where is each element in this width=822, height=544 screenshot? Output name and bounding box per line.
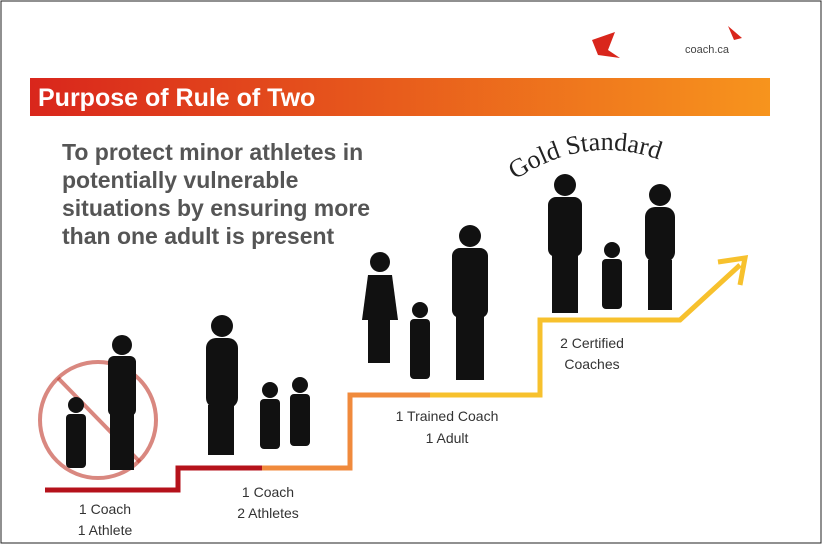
body-line: than one adult is present — [62, 223, 335, 249]
step-label: 1 Coach — [79, 501, 131, 517]
step-label: 1 Coach — [242, 484, 294, 500]
body-line: situations by ensuring more — [62, 195, 370, 221]
title: Purpose of Rule of Two — [38, 84, 315, 112]
page: coach.ca Purpose of Rule of Two To prote… — [0, 0, 822, 544]
slide: coach.ca Purpose of Rule of Two To prote… — [0, 0, 822, 544]
logo-text: coach.ca — [685, 44, 730, 56]
step-label: 2 Certified — [560, 335, 624, 351]
step-label: 1 Adult — [426, 430, 469, 446]
step-label: 2 Athletes — [237, 505, 299, 521]
body-line: potentially vulnerable — [62, 167, 298, 193]
step-label: 1 Athlete — [78, 522, 133, 538]
body-line: To protect minor athletes in — [62, 139, 363, 165]
step-label: Coaches — [564, 356, 619, 372]
step-label: 1 Trained Coach — [396, 408, 499, 424]
